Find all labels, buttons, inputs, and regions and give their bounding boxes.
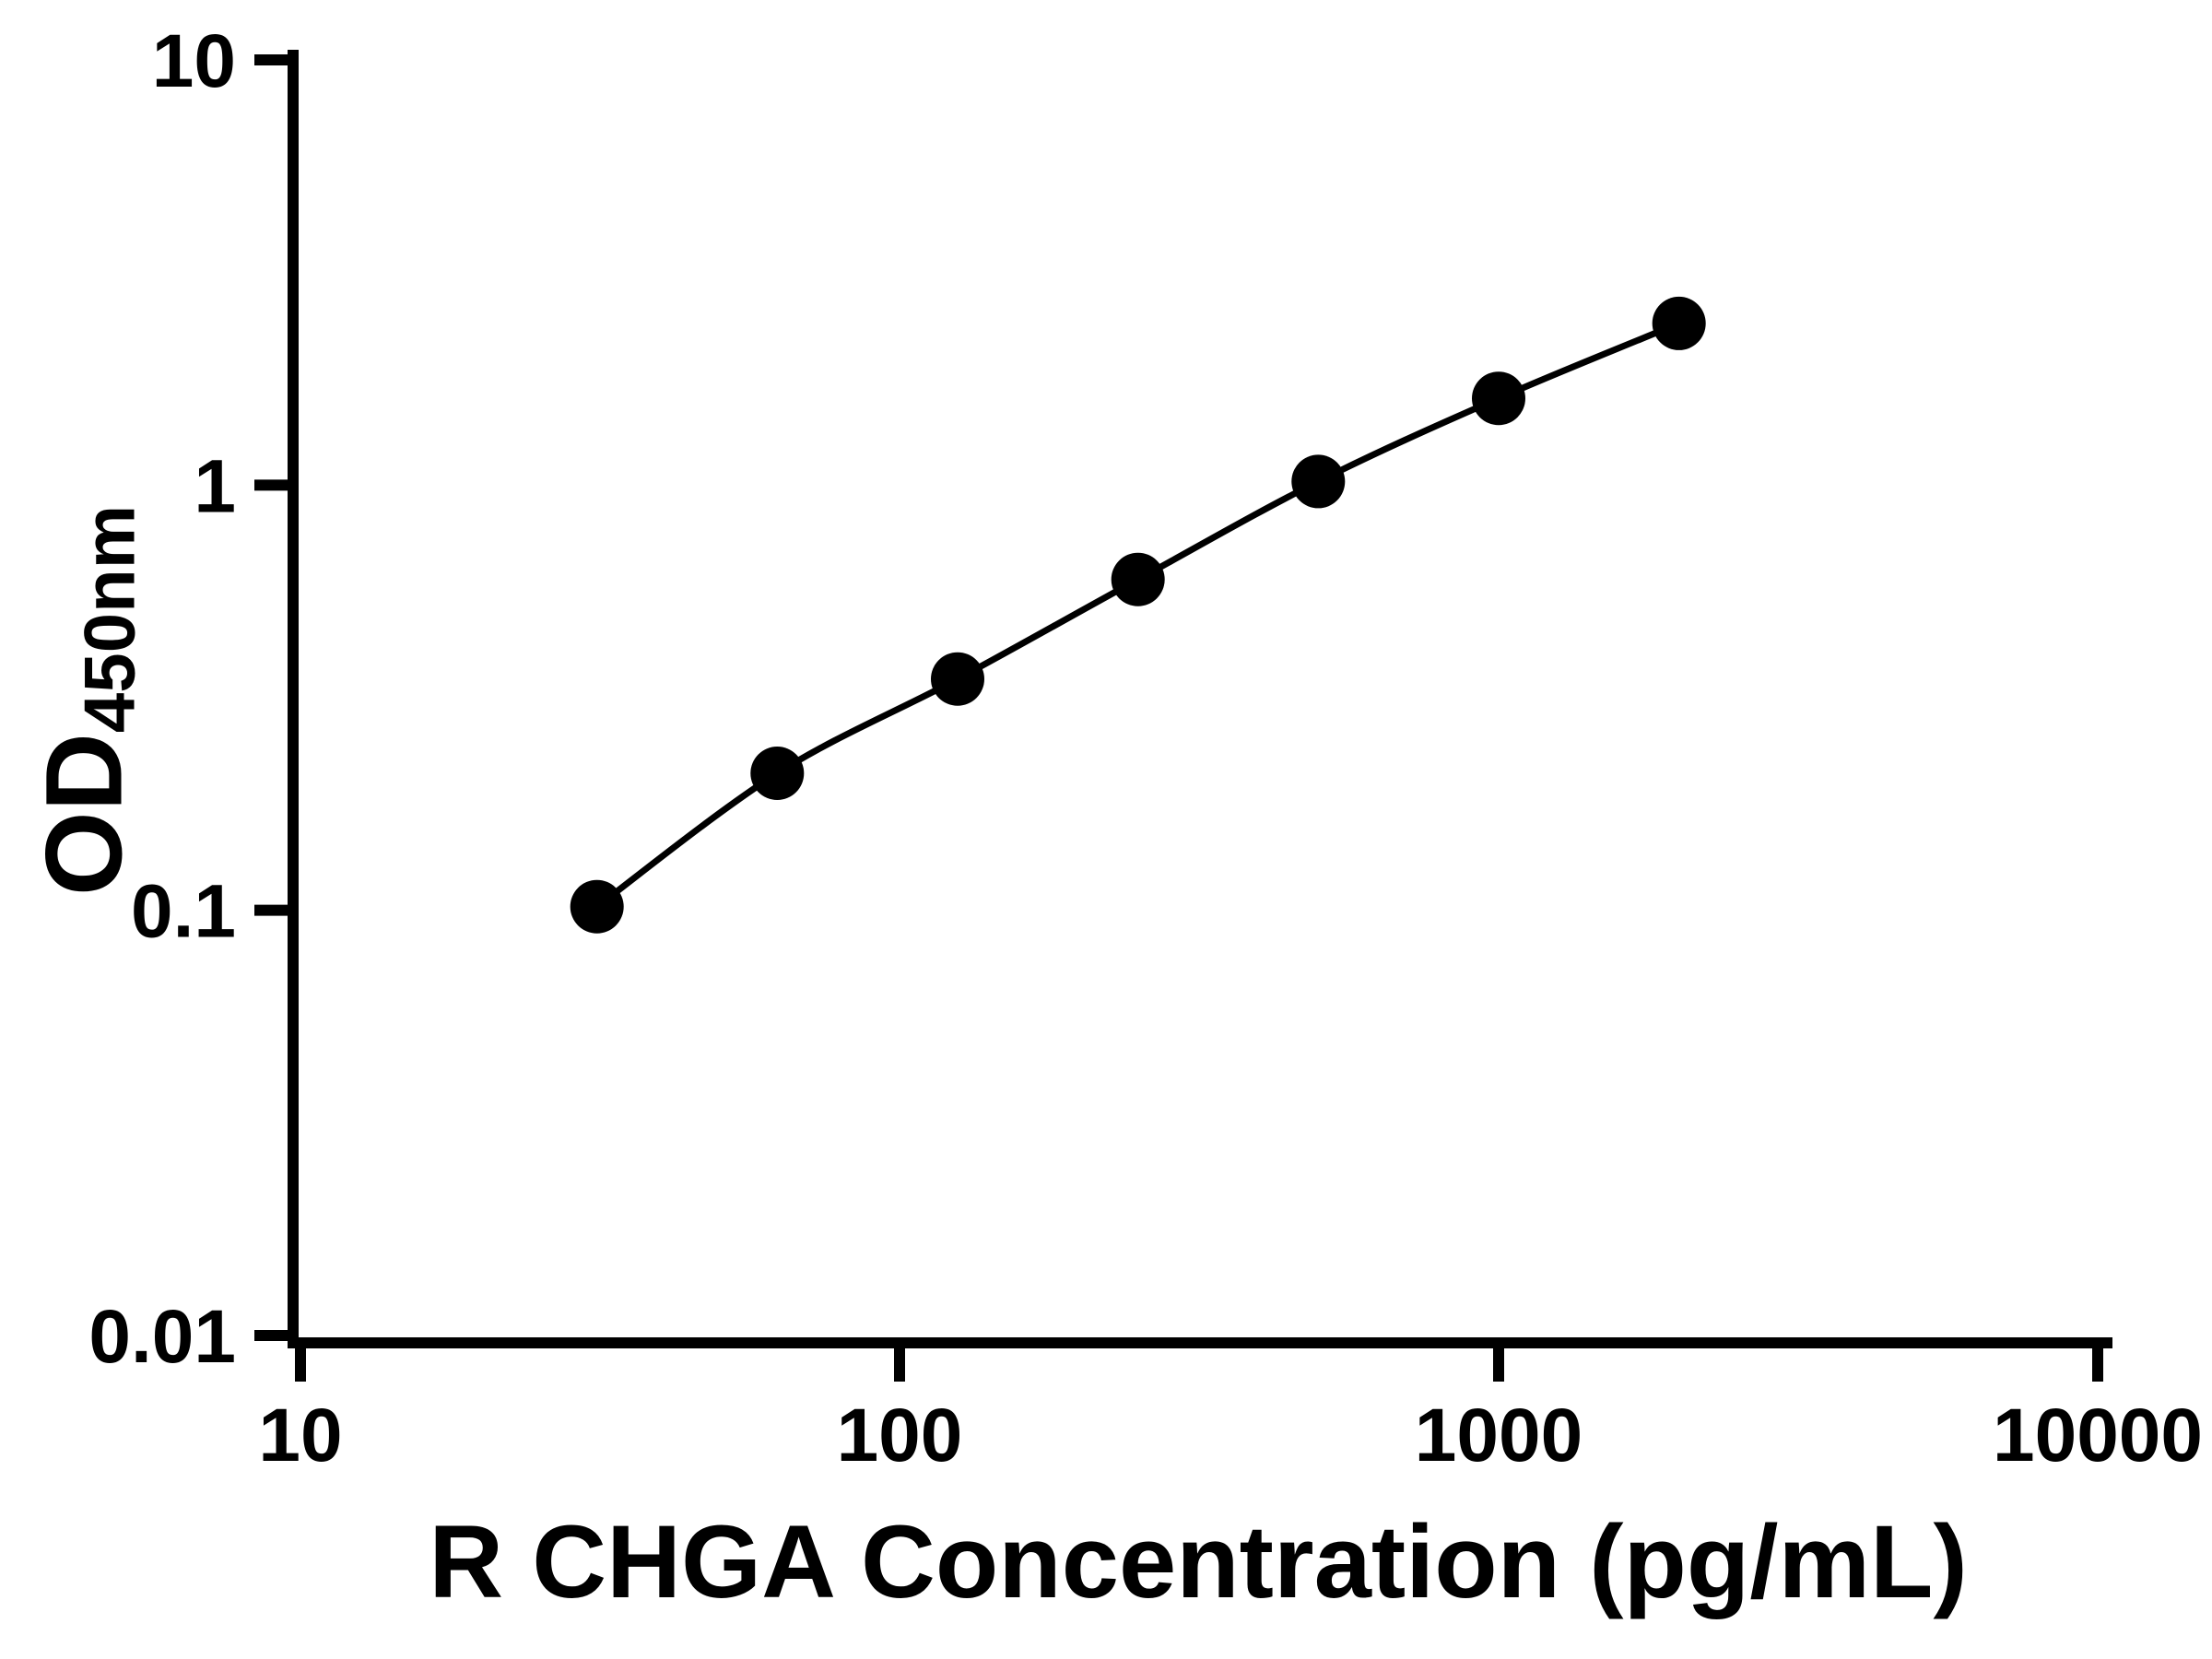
x-axis-title: R CHGA Concentration (pg/mL) (429, 1504, 1968, 1619)
x-tick-label: 10 (258, 1394, 342, 1477)
y-axis-title-main: OD (23, 733, 146, 897)
x-tick-label: 1000 (1415, 1394, 1583, 1477)
y-tick-label: 10 (152, 19, 236, 103)
data-point-marker (570, 879, 624, 934)
y-tick-label: 0.01 (88, 1295, 236, 1379)
y-tick-label: 0.1 (131, 870, 236, 954)
x-tick-label: 100 (837, 1394, 963, 1477)
data-point-marker (1652, 296, 1706, 350)
y-axis-title: OD450nm (24, 505, 150, 896)
data-point-marker (1111, 552, 1165, 606)
y-axis-title-subscript: 450nm (68, 504, 150, 734)
y-tick-label: 1 (194, 444, 236, 528)
data-point-marker (750, 747, 805, 800)
x-tick-label: 10000 (1993, 1394, 2203, 1477)
data-point-marker (1472, 371, 1525, 426)
data-point-marker (931, 652, 984, 706)
data-point-marker (1291, 454, 1346, 509)
